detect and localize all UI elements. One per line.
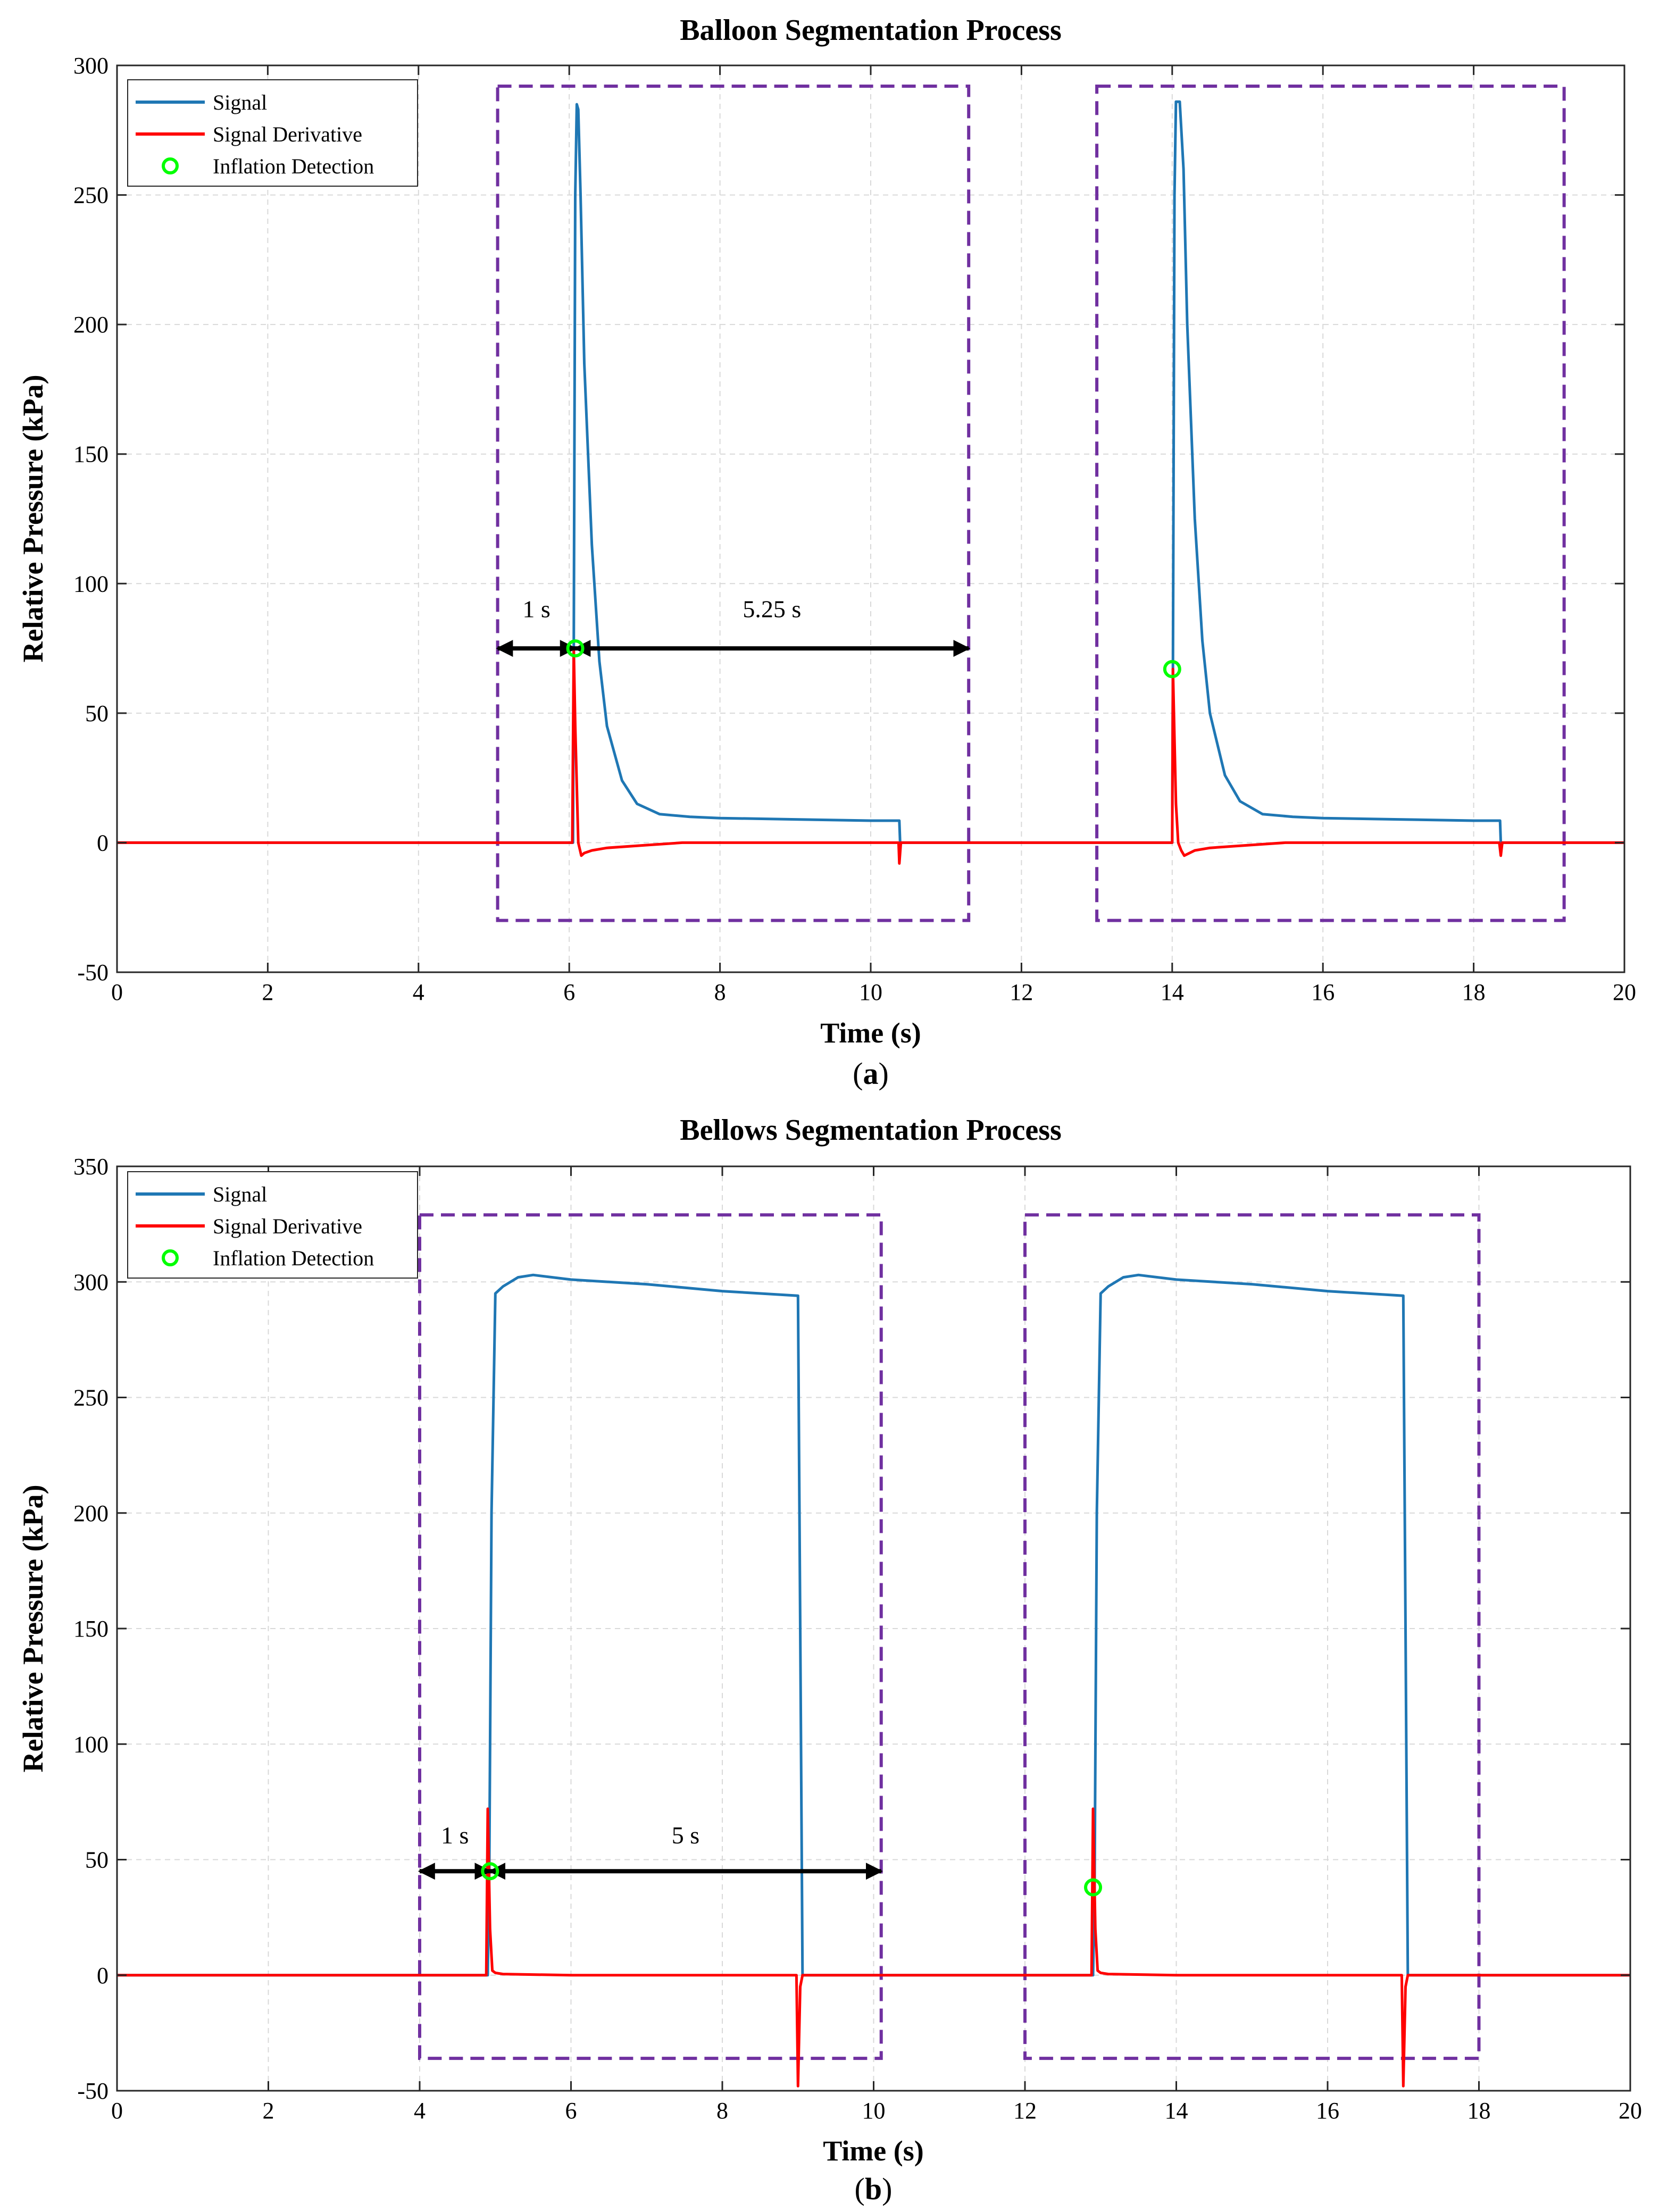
chart-a-xtick-label: 6 <box>563 979 575 1005</box>
chart-b-xtick-label: 4 <box>414 2098 426 2124</box>
chart-b-panel-label: (b) <box>855 2172 893 2206</box>
chart-b-inflation-detection-point <box>481 1862 499 1881</box>
chart-a-legend-swatch-inflation-detection <box>162 157 179 174</box>
chart-b-segment-box-1 <box>418 1213 883 2060</box>
chart-a-legend-label-inflation-detection: Inflation Detection <box>213 154 374 178</box>
chart-a-duration-label-2: 5.25 s <box>743 596 801 623</box>
chart-a-xtick-label: 18 <box>1462 979 1486 1005</box>
chart-b-xtick-label: 0 <box>111 2098 123 2124</box>
chart-panel-a: Balloon Segmentation Process 1 s 5.25 s 0… <box>17 14 1636 1091</box>
chart-a-title: Balloon Segmentation Process <box>680 14 1062 47</box>
chart-b-ytick-label: 150 <box>73 1616 109 1642</box>
chart-a-xtick-label: 8 <box>714 979 726 1005</box>
chart-a-xtick-label: 16 <box>1311 979 1335 1005</box>
chart-a-panel-label: (a) <box>853 1056 889 1091</box>
chart-a-legend: Signal Signal Derivative Inflation Detecti… <box>127 79 418 187</box>
chart-b-xtick-label: 2 <box>263 2098 274 2124</box>
chart-b-series <box>117 1273 1630 2088</box>
chart-a-ytick-label: 150 <box>73 441 109 468</box>
chart-a-xtick-label: 10 <box>859 979 882 1005</box>
chart-a-grid <box>117 65 1624 972</box>
chart-b-duration-label-1: 1 s <box>441 1822 469 1849</box>
chart-a-legend-label-signal: Signal <box>213 90 267 114</box>
chart-b-legend: Signal Signal Derivative Inflation Detecti… <box>127 1171 418 1279</box>
chart-b-ylabel: Relative Pressure (kPa) <box>17 1485 49 1773</box>
chart-b-series-signal-derivative <box>117 1807 1630 2088</box>
chart-b-xtick-label: 6 <box>565 2098 577 2124</box>
chart-a-annotations: 1 s 5.25 s <box>496 596 1181 679</box>
chart-b-xtick-label: 12 <box>1013 2098 1037 2124</box>
chart-b-xtick-label: 10 <box>862 2098 886 2124</box>
chart-b-legend-label-signal-derivative: Signal Derivative <box>213 1214 362 1238</box>
chart-b-ytick-label: 50 <box>85 1847 109 1873</box>
chart-b-legend-label-inflation-detection: Inflation Detection <box>213 1246 374 1270</box>
chart-b-xtick-label: 16 <box>1316 2098 1339 2124</box>
chart-a-xtick-label: 4 <box>413 979 424 1005</box>
chart-a-duration-label-1: 1 s <box>522 596 550 623</box>
chart-a-segment-box-1 <box>496 84 971 922</box>
chart-a-inflation-detection-point <box>566 639 585 658</box>
chart-a-boxes <box>496 84 1566 922</box>
chart-a-legend-label-signal-derivative: Signal Derivative <box>213 122 362 146</box>
chart-a-ytick-label: 300 <box>73 53 109 79</box>
chart-b-ytick-label: -50 <box>77 2078 109 2104</box>
chart-a-ytick-label: -50 <box>77 959 109 986</box>
chart-a-ytick-label: 250 <box>73 182 109 208</box>
chart-a-xtick-label: 0 <box>111 979 123 1005</box>
chart-a-panel-letter: a <box>863 1056 879 1091</box>
chart-a-xtick-label: 14 <box>1161 979 1184 1005</box>
chart-a-inflation-detection-point <box>1163 660 1181 679</box>
chart-b-ytick-label: 350 <box>73 1154 109 1180</box>
chart-a-xtick-label: 2 <box>262 979 273 1005</box>
chart-b-xlabel: Time (s) <box>823 2135 923 2167</box>
chart-a-xlabel: Time (s) <box>820 1017 921 1049</box>
chart-b-ytick-label: 250 <box>73 1385 109 1411</box>
chart-b-panel-letter: b <box>865 2172 882 2206</box>
chart-b-ytick-label: 300 <box>73 1269 109 1295</box>
chart-b-xtick-label: 18 <box>1467 2098 1491 2124</box>
chart-b-ytick-label: 0 <box>97 1963 109 1989</box>
chart-b-ytick-label: 100 <box>73 1731 109 1757</box>
chart-a-ytick-label: 50 <box>85 700 109 727</box>
chart-b-ytick-label: 200 <box>73 1500 109 1526</box>
chart-b-ticks: 0 2 4 6 8 10 12 14 16 18 20-5005010015020025030035… <box>73 1154 1642 2124</box>
chart-b-annotations: 1 s 5 s <box>418 1822 1103 1897</box>
chart-a-ylabel: Relative Pressure (kPa) <box>17 375 49 663</box>
chart-b-inflation-detection-point <box>1084 1878 1103 1897</box>
chart-a-xtick-label: 12 <box>1010 979 1033 1005</box>
chart-a-segment-box-2 <box>1095 84 1566 922</box>
chart-a-ytick-label: 100 <box>73 571 109 597</box>
chart-a-series <box>117 100 1624 865</box>
chart-a-series-signal-derivative <box>117 647 1624 865</box>
chart-a-ytick-label: 200 <box>73 312 109 338</box>
chart-b-xtick-label: 14 <box>1165 2098 1188 2124</box>
chart-b-boxes <box>418 1213 1481 2060</box>
chart-b-xtick-label: 8 <box>716 2098 728 2124</box>
chart-b-legend-label-signal: Signal <box>213 1182 267 1206</box>
chart-a-xtick-label: 20 <box>1613 979 1636 1005</box>
chart-b-segment-box-2 <box>1023 1213 1481 2060</box>
chart-b-legend-swatch-inflation-detection <box>162 1249 179 1266</box>
chart-b-title: Bellows Segmentation Process <box>680 1114 1062 1147</box>
chart-a-ytick-label: 0 <box>97 830 109 856</box>
chart-b-duration-label-2: 5 s <box>672 1822 699 1849</box>
chart-b-xtick-label: 20 <box>1619 2098 1642 2124</box>
chart-panel-b: Bellows Segmentation Process 1 s 5 s 0 2 4 6… <box>17 1114 1642 2206</box>
